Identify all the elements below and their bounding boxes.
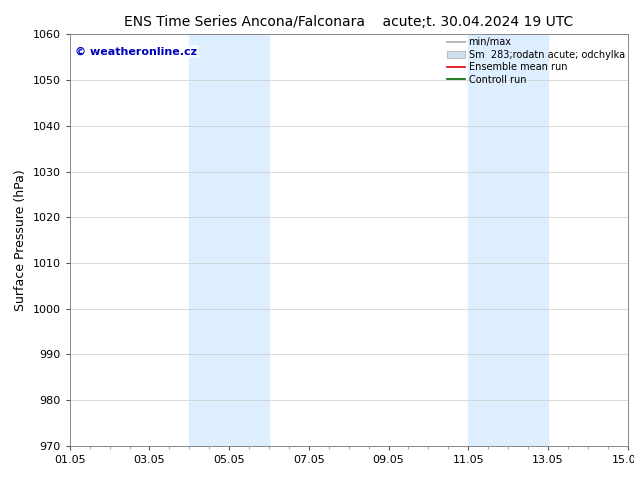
Bar — [190, 34, 269, 446]
Y-axis label: Surface Pressure (hPa): Surface Pressure (hPa) — [14, 169, 27, 311]
Legend: min/max, Sm  283;rodatn acute; odchylka, Ensemble mean run, Controll run: min/max, Sm 283;rodatn acute; odchylka, … — [447, 37, 624, 84]
Title: ENS Time Series Ancona/Falconara    acute;t. 30.04.2024 19 UTC: ENS Time Series Ancona/Falconara acute;t… — [124, 15, 573, 29]
Bar — [469, 34, 548, 446]
Text: © weatheronline.cz: © weatheronline.cz — [75, 47, 197, 57]
